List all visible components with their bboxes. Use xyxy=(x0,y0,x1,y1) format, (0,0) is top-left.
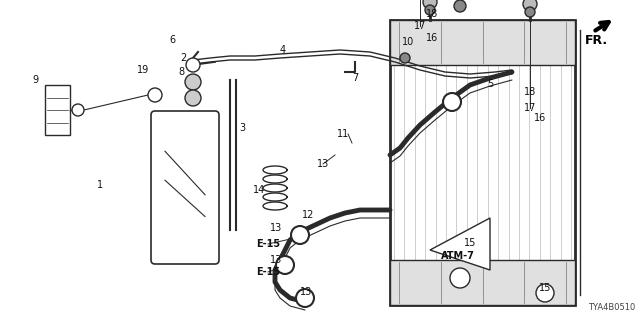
Text: E-15: E-15 xyxy=(256,239,280,249)
Circle shape xyxy=(185,74,201,90)
Text: 16: 16 xyxy=(426,33,438,43)
Text: 17: 17 xyxy=(414,21,426,31)
Text: 12: 12 xyxy=(302,210,314,220)
Text: TYA4B0510: TYA4B0510 xyxy=(588,303,635,312)
Polygon shape xyxy=(430,218,490,270)
Circle shape xyxy=(536,284,554,302)
Circle shape xyxy=(525,7,535,17)
Circle shape xyxy=(454,0,466,12)
Text: 14: 14 xyxy=(253,185,265,195)
Circle shape xyxy=(276,256,294,274)
Text: 13: 13 xyxy=(270,255,282,265)
Circle shape xyxy=(72,104,84,116)
Circle shape xyxy=(425,5,435,15)
Text: 17: 17 xyxy=(524,103,536,113)
Text: 16: 16 xyxy=(534,113,546,123)
Text: 2: 2 xyxy=(180,53,186,63)
FancyBboxPatch shape xyxy=(45,85,70,135)
Text: 18: 18 xyxy=(426,9,438,19)
Text: 7: 7 xyxy=(352,73,358,83)
Circle shape xyxy=(291,226,309,244)
Circle shape xyxy=(523,0,537,11)
Circle shape xyxy=(400,53,410,63)
Circle shape xyxy=(443,93,461,111)
Bar xyxy=(390,20,575,65)
Circle shape xyxy=(148,88,162,102)
Text: 10: 10 xyxy=(402,37,414,47)
FancyBboxPatch shape xyxy=(151,111,219,264)
Text: FR.: FR. xyxy=(585,34,608,47)
Text: 15: 15 xyxy=(464,238,476,248)
Text: 13: 13 xyxy=(300,287,312,297)
Text: 5: 5 xyxy=(487,79,493,89)
Text: 18: 18 xyxy=(524,87,536,97)
Text: 6: 6 xyxy=(169,35,175,45)
Text: ATM-7: ATM-7 xyxy=(441,251,475,261)
Text: 4: 4 xyxy=(280,45,286,55)
Circle shape xyxy=(185,90,201,106)
Circle shape xyxy=(296,289,314,307)
Bar xyxy=(390,260,575,305)
Bar xyxy=(390,20,575,305)
Circle shape xyxy=(423,0,437,9)
Text: 13: 13 xyxy=(270,223,282,233)
Text: 9: 9 xyxy=(32,75,38,85)
Circle shape xyxy=(186,58,200,72)
Text: 11: 11 xyxy=(337,129,349,139)
Text: 8: 8 xyxy=(178,67,184,77)
Text: 13: 13 xyxy=(317,159,329,169)
Text: 3: 3 xyxy=(239,123,245,133)
Text: 15: 15 xyxy=(539,283,551,293)
Text: E-15: E-15 xyxy=(256,267,280,277)
Circle shape xyxy=(450,268,470,288)
Text: 19: 19 xyxy=(137,65,149,75)
Text: 1: 1 xyxy=(97,180,103,190)
